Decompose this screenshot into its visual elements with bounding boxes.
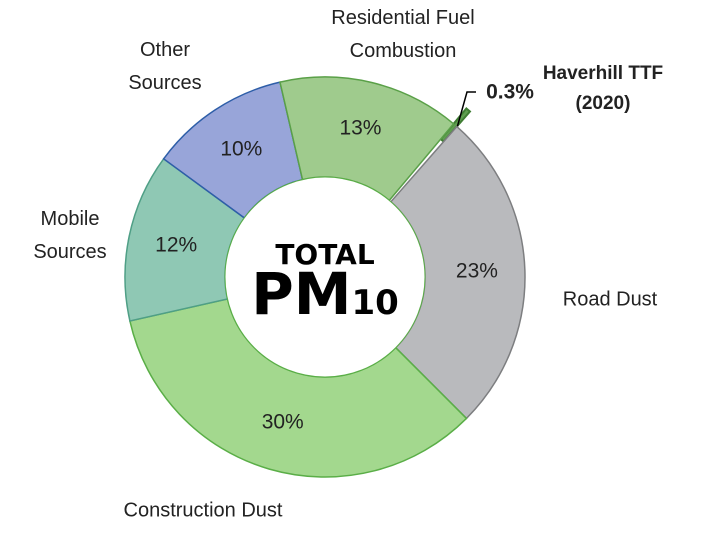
value-label: 23%	[456, 260, 498, 283]
value-label: 12%	[155, 234, 197, 257]
category-label: Residential Fuel Combustion	[331, 7, 475, 62]
category-label: Construction Dust	[123, 499, 283, 522]
category-label: Mobile Sources	[33, 208, 107, 263]
value-label: 0.3%	[486, 81, 534, 104]
category-label: Road Dust	[562, 288, 658, 311]
center-hole	[224, 176, 426, 378]
center-main-text: PM	[251, 260, 351, 328]
center-main: PM10	[251, 260, 399, 328]
center-line1: TOTAL	[275, 238, 374, 271]
category-label: Haverhill TTF (2020)	[542, 63, 664, 114]
value-label: 13%	[339, 117, 381, 140]
value-label: 10%	[220, 138, 262, 161]
category-label: Other Sources	[128, 39, 202, 94]
center-subscript: 10	[351, 283, 398, 323]
value-label: 30%	[262, 411, 304, 434]
